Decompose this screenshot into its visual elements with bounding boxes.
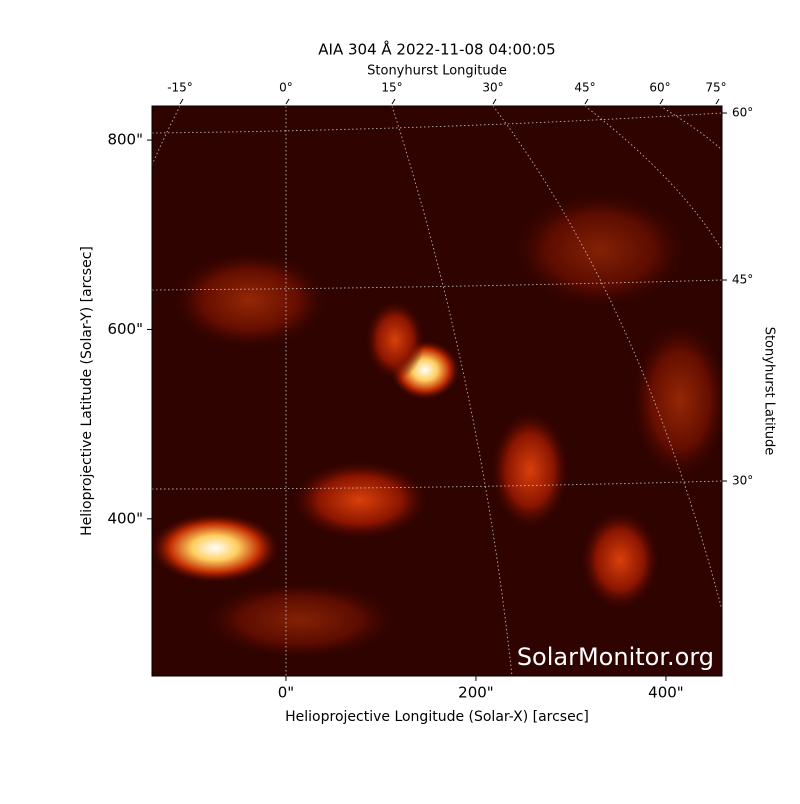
bright-region	[152, 513, 280, 583]
lon-tick-label: 45°	[574, 81, 595, 95]
x-tick-label: 0"	[278, 684, 294, 702]
lon-tick	[715, 98, 720, 105]
active-region	[490, 410, 570, 530]
lon-grid-line	[152, 106, 181, 166]
active-region	[170, 250, 330, 350]
y-axis-label: Helioprojective Latitude (Solar-Y) [arcs…	[79, 246, 95, 536]
lon-tick	[285, 98, 290, 105]
active-region	[580, 510, 660, 610]
chart-title: AIA 304 Å 2022-11-08 04:00:05	[318, 40, 555, 59]
lon-grid-line	[391, 106, 513, 676]
lon-grid-line	[584, 106, 722, 251]
active-region	[290, 460, 430, 540]
active-region	[200, 580, 400, 660]
lon-tick	[391, 98, 396, 105]
plot-frame	[151, 105, 723, 677]
lat-tick-label: 45°	[732, 273, 753, 287]
lon-tick-label: 15°	[381, 81, 402, 95]
x-axis-label: Helioprojective Longitude (Solar-X) [arc…	[285, 709, 589, 725]
solar-image	[152, 106, 722, 676]
lon-tick-label: 75°	[705, 81, 726, 95]
x-tick-label: 400"	[648, 684, 684, 702]
y-tick-label: 400"	[107, 509, 143, 527]
lat-tick-label: 30°	[732, 474, 753, 488]
lon-tick	[584, 98, 589, 105]
lon-tick-label: -15°	[167, 81, 193, 95]
lon-tick-label: 0°	[279, 81, 293, 95]
right-axis-label: Stonyhurst Latitude	[762, 327, 777, 456]
lon-grid-line	[492, 106, 722, 611]
lon-tick	[492, 98, 497, 105]
watermark: SolarMonitor.org	[517, 643, 714, 671]
top-axis-label: Stonyhurst Longitude	[367, 64, 507, 79]
lon-tick	[179, 98, 184, 105]
lon-tick	[659, 98, 664, 105]
active-region	[630, 320, 722, 480]
active-region	[510, 190, 690, 310]
y-tick-label: 800"	[107, 131, 143, 149]
lon-tick-label: 30°	[482, 81, 503, 95]
active-region	[365, 300, 425, 380]
x-tick-label: 200"	[458, 684, 494, 702]
lon-tick-label: 60°	[649, 81, 670, 95]
lon-grid-line	[659, 106, 722, 151]
y-tick-label: 600"	[107, 320, 143, 338]
lat-tick-label: 60°	[732, 106, 753, 120]
